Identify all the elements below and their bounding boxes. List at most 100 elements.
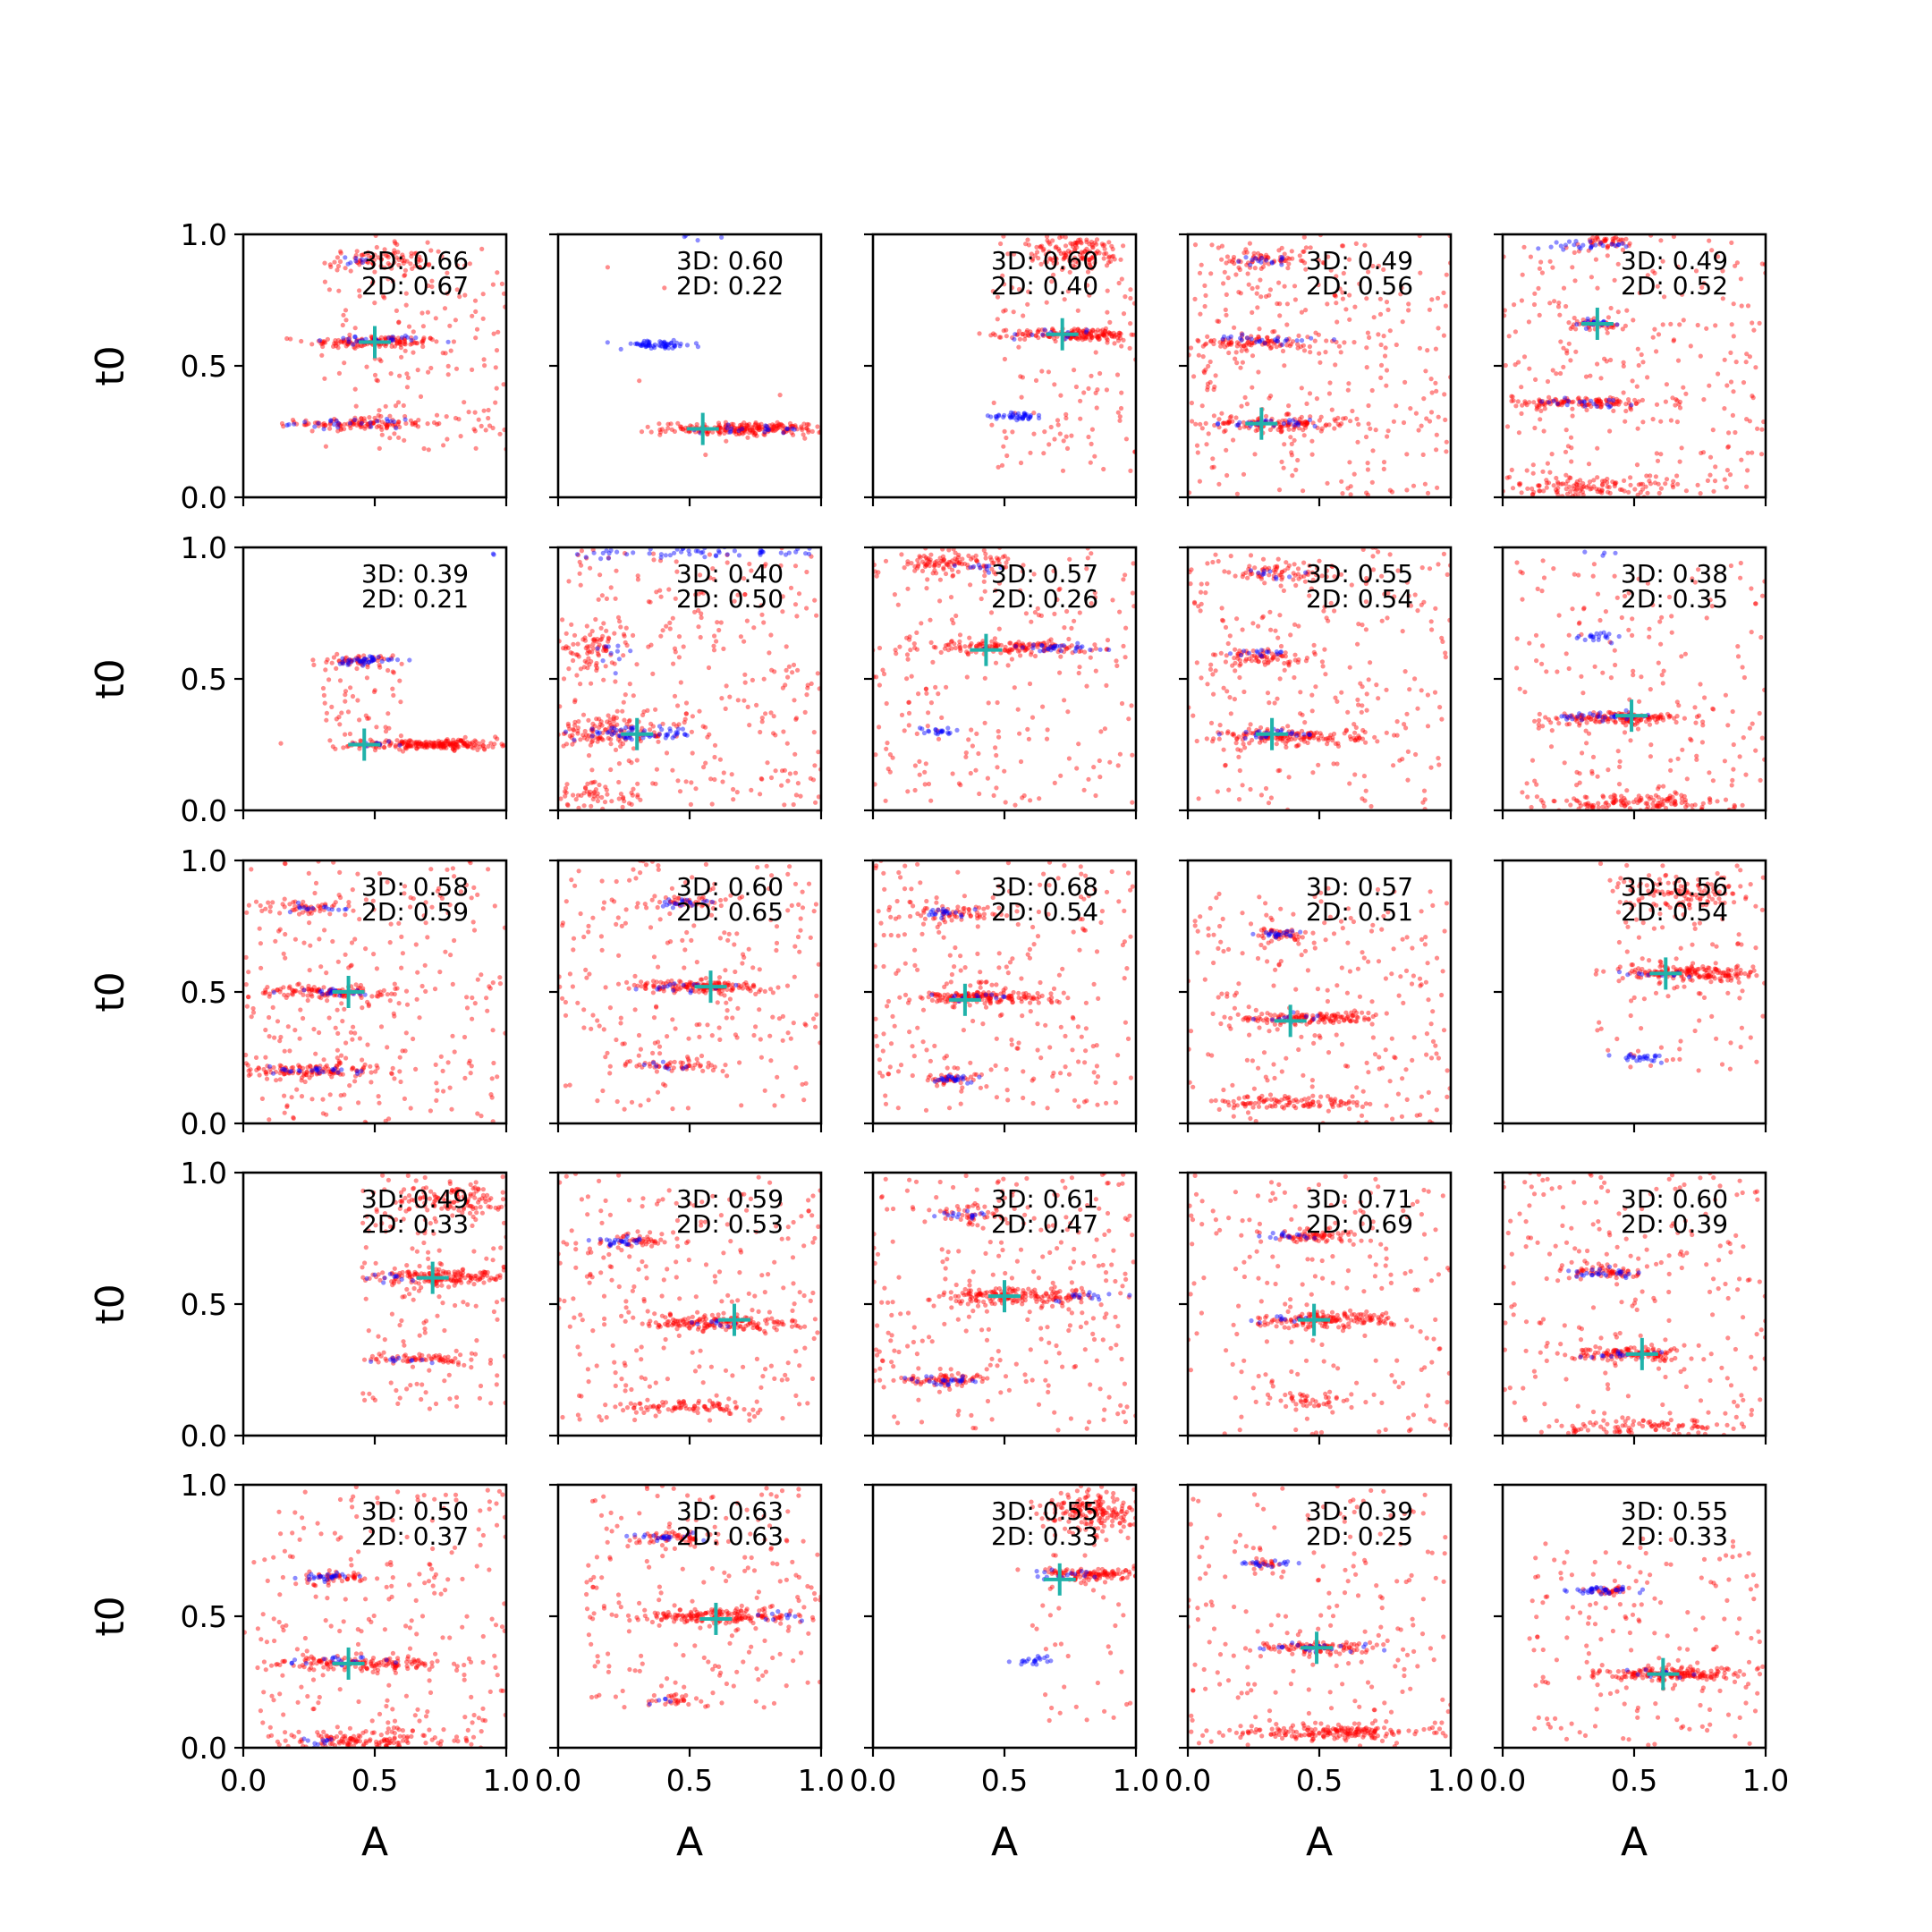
red-point [1102, 242, 1107, 248]
red-point [1604, 359, 1609, 364]
red-point [480, 316, 486, 321]
red-point [1579, 486, 1584, 491]
red-point [617, 619, 623, 624]
red-point [629, 724, 634, 729]
red-point [660, 628, 665, 633]
blue-point [1610, 398, 1616, 403]
red-point [590, 732, 596, 737]
red-point [1020, 646, 1025, 651]
red-point [1227, 695, 1233, 700]
red-point [1275, 696, 1280, 701]
red-point [1252, 565, 1258, 571]
red-point [376, 655, 381, 661]
red-point [1233, 350, 1239, 355]
red-point [1539, 661, 1545, 666]
red-point [989, 422, 995, 428]
red-point [1572, 250, 1577, 255]
red-point [1020, 332, 1025, 337]
red-point [479, 423, 484, 428]
red-point [615, 733, 621, 739]
red-point [606, 735, 611, 741]
red-point [939, 715, 945, 721]
red-point [1218, 343, 1224, 349]
red-point [1580, 489, 1585, 495]
red-point [596, 597, 601, 602]
red-point [1296, 731, 1301, 736]
red-point [1630, 632, 1635, 639]
red-point [1055, 649, 1061, 655]
red-point [1087, 328, 1092, 334]
red-point [1364, 296, 1369, 301]
red-point [1675, 264, 1681, 269]
red-point [1036, 613, 1041, 618]
red-point [1258, 574, 1264, 580]
red-point [602, 645, 607, 650]
red-point [650, 781, 656, 786]
red-point [1063, 647, 1069, 652]
red-point [1042, 429, 1047, 435]
red-point [676, 722, 682, 727]
blue-point [370, 656, 376, 661]
blue-point [399, 335, 405, 340]
red-point [1392, 733, 1397, 738]
red-point [1258, 294, 1264, 300]
red-point [1514, 560, 1520, 565]
red-point [1051, 335, 1057, 341]
red-point [401, 260, 406, 266]
red-point [1408, 603, 1414, 608]
blue-point [647, 342, 652, 347]
red-point [1358, 681, 1363, 686]
red-point [1343, 307, 1349, 312]
blue-point [1275, 335, 1280, 341]
red-point [1518, 481, 1523, 487]
red-point [1271, 259, 1276, 265]
red-point [699, 589, 704, 595]
red-point [1261, 659, 1267, 665]
red-point [1279, 459, 1284, 465]
red-point [965, 650, 970, 657]
red-point [792, 770, 799, 775]
red-point [306, 421, 311, 427]
blue-point [1292, 422, 1297, 428]
red-point [673, 649, 678, 655]
red-point [1108, 258, 1114, 264]
red-point [1088, 264, 1093, 269]
red-point [1013, 642, 1019, 648]
red-point [734, 790, 740, 795]
red-point [360, 336, 365, 342]
red-point [1711, 488, 1716, 494]
red-point [1208, 359, 1213, 365]
red-point [989, 639, 995, 644]
red-point [439, 741, 445, 747]
red-point [1565, 479, 1571, 484]
red-point [1052, 436, 1057, 442]
blue-point [1598, 241, 1604, 246]
red-point [597, 782, 602, 788]
red-point [1384, 383, 1389, 388]
red-point [1023, 611, 1029, 616]
red-point [816, 750, 821, 755]
red-point [1330, 338, 1335, 343]
red-point [801, 421, 807, 427]
red-point [611, 718, 616, 724]
blue-point [792, 427, 797, 432]
red-point [1040, 704, 1046, 709]
red-point [415, 259, 420, 265]
blue-point [1606, 404, 1612, 410]
points [558, 547, 821, 810]
red-point [669, 427, 674, 432]
red-point [1292, 437, 1297, 443]
blue-point [1280, 342, 1285, 347]
red-point [380, 293, 386, 299]
red-point [1020, 795, 1025, 801]
red-point [1189, 567, 1194, 572]
red-point [1003, 644, 1008, 649]
red-point [1364, 708, 1369, 713]
red-point [1348, 492, 1353, 497]
red-point [1724, 468, 1730, 473]
red-point [950, 771, 955, 776]
red-point [1005, 663, 1011, 668]
red-point [451, 741, 456, 746]
blue-point [647, 551, 652, 556]
red-point [1360, 727, 1366, 733]
